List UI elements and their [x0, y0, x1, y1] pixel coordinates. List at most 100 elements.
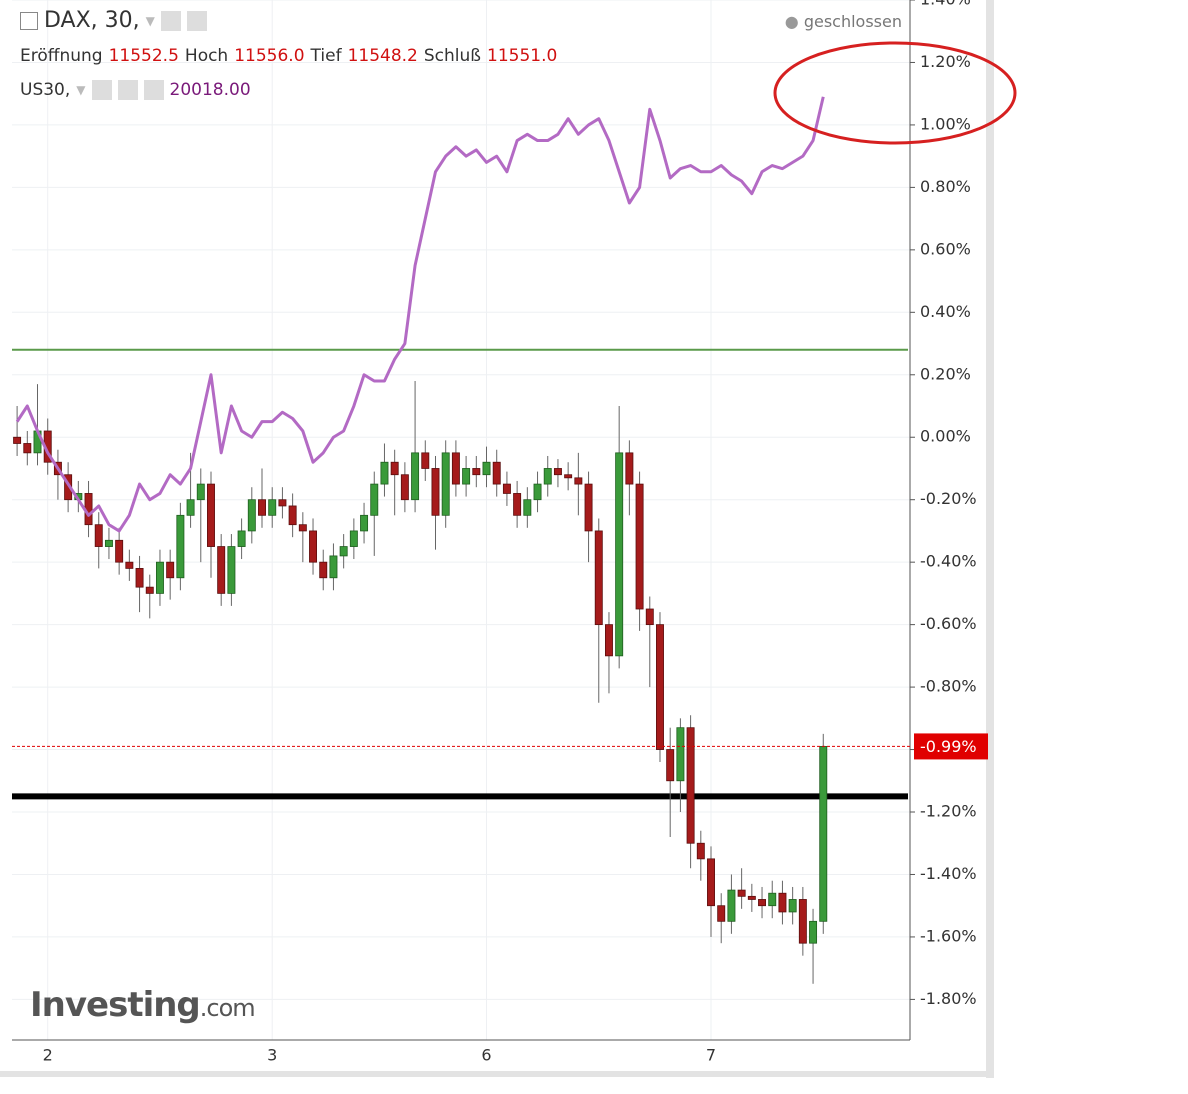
gear-icon[interactable] — [186, 10, 207, 31]
value: 11552.5 — [108, 46, 179, 66]
value: 11551.0 — [487, 46, 558, 66]
candle-body — [258, 499, 266, 516]
header-line-1: DAX, 30, ▼ — [20, 8, 207, 33]
y-tick-label: 0.80% — [920, 177, 971, 196]
candle-body — [145, 586, 154, 594]
candle-body — [13, 436, 22, 444]
candle-body — [411, 452, 420, 501]
candle-body — [533, 483, 542, 501]
collapse-icon[interactable] — [20, 11, 38, 30]
chart-bg — [0, 0, 990, 1078]
y-tick-label: 1.20% — [920, 52, 971, 71]
candle-body — [758, 899, 767, 907]
candle-body — [707, 858, 715, 907]
label: Eröffnung — [20, 46, 103, 66]
close-icon[interactable] — [143, 80, 164, 100]
status: ● geschlossen — [785, 12, 902, 31]
gear-icon[interactable] — [117, 80, 138, 100]
candle-body — [625, 452, 634, 485]
series-name: US30, — [20, 80, 71, 100]
candle-body — [584, 483, 593, 532]
candle-body — [278, 499, 287, 507]
y-tick-label: -0.80% — [920, 677, 977, 696]
candle-body — [798, 899, 807, 944]
candle-body — [186, 499, 195, 516]
line-series — [15, 96, 825, 533]
candle-body — [635, 483, 644, 610]
header-line-3: US30, ▼ 20018.00 — [20, 80, 251, 100]
eye-icon[interactable] — [91, 80, 112, 100]
y-tick-label: 1.00% — [920, 114, 971, 133]
candle-body — [115, 539, 124, 563]
candle-body — [155, 561, 164, 594]
y-tick-label: 0.20% — [920, 364, 971, 383]
candle-body — [390, 461, 399, 476]
y-tick-label: 0.40% — [920, 302, 971, 321]
candle-body — [615, 452, 624, 657]
candle-body — [125, 561, 134, 569]
candle-body — [768, 892, 777, 907]
candle-body — [135, 568, 144, 588]
candle-body — [574, 477, 583, 485]
candle-body — [166, 561, 175, 579]
candle-body — [737, 889, 746, 897]
candle-body — [472, 468, 481, 476]
candle-body — [696, 842, 705, 860]
eye-icon[interactable] — [160, 10, 181, 31]
value: 11556.0 — [234, 46, 305, 66]
candle-body — [288, 505, 297, 526]
candle-body — [809, 920, 818, 944]
dropdown[interactable]: ▼ — [76, 83, 86, 97]
candle-body — [727, 889, 736, 922]
candle-body — [523, 499, 532, 516]
candle-body — [94, 524, 103, 547]
x-tick-label: 7 — [706, 1046, 716, 1065]
candle-body — [298, 524, 307, 532]
annotation-circle — [773, 41, 1017, 145]
candle-body — [676, 727, 685, 782]
y-tick-label: 0.60% — [920, 239, 971, 258]
candle-body — [645, 608, 654, 626]
candle-body — [747, 895, 756, 900]
candle-body — [717, 905, 726, 922]
candle-body — [217, 546, 226, 594]
y-tick-label: -1.80% — [920, 989, 977, 1008]
y-tick-label: -0.20% — [920, 489, 977, 508]
candle-body — [666, 749, 675, 782]
candle-body — [451, 452, 460, 485]
candle-body — [819, 746, 828, 922]
value: 20018.00 — [169, 80, 251, 100]
y-tick-label: 1.40% — [920, 0, 971, 9]
candle-body — [502, 483, 511, 494]
y-tick-label: -0.60% — [920, 614, 977, 633]
candle-body — [543, 468, 552, 485]
y-tick-label: -1.60% — [920, 926, 977, 945]
x-tick-label: 2 — [43, 1046, 53, 1065]
candle-body — [421, 452, 430, 469]
candle-body — [788, 899, 797, 913]
x-tick-label: 3 — [267, 1046, 277, 1065]
candle-body — [656, 624, 664, 750]
y-tick-label: 0.00% — [920, 427, 971, 446]
candle-body — [492, 461, 501, 485]
candle-body — [778, 892, 787, 913]
series-name: DAX, 30, — [44, 8, 140, 33]
value: 11548.2 — [347, 46, 418, 66]
status-dot: ● — [784, 12, 799, 31]
dropdown[interactable]: ▼ — [145, 13, 155, 28]
x-tick-label: 6 — [481, 1046, 491, 1065]
candle-body — [237, 530, 246, 547]
status-text: geschlossen — [803, 12, 902, 31]
candle-body — [380, 461, 389, 485]
candle-body — [513, 493, 522, 516]
label: Hoch — [184, 46, 229, 66]
candle-body — [553, 468, 562, 476]
candle-body — [23, 443, 32, 454]
candle-body — [196, 483, 205, 501]
label: Schluß — [423, 46, 481, 66]
candle-body — [360, 514, 369, 532]
y-tick-label: -1.20% — [920, 802, 977, 821]
last-value-box — [914, 733, 988, 760]
